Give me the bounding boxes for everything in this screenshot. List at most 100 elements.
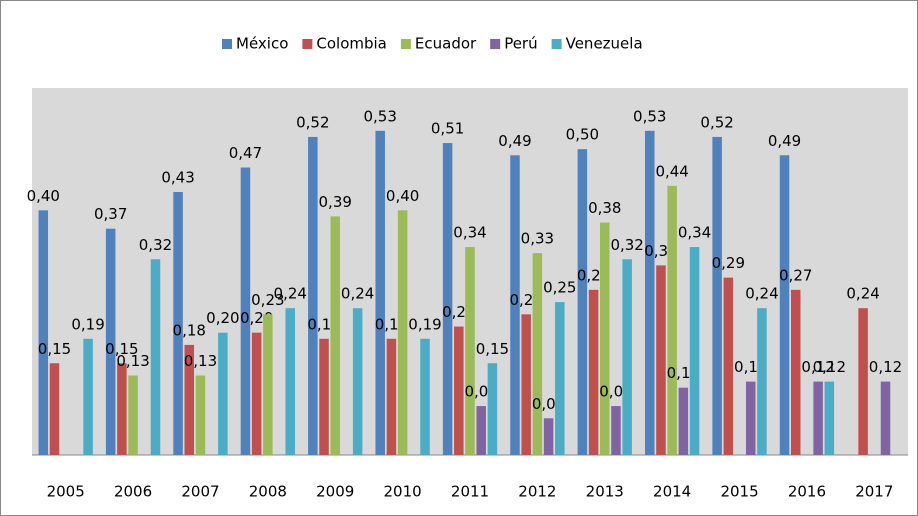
data-label: 0,50 [566, 126, 599, 144]
bar [656, 265, 666, 455]
data-label: 0,40 [27, 187, 60, 205]
bar [723, 277, 734, 455]
data-label: 0,53 [633, 107, 666, 125]
x-tick-label: 2006 [114, 483, 152, 501]
bar [386, 338, 397, 455]
bar [38, 210, 49, 455]
data-label: 0,32 [139, 236, 172, 254]
bar [218, 332, 228, 455]
data-label: 0,27 [779, 266, 812, 284]
bar [397, 210, 408, 455]
data-label: 0,33 [521, 230, 554, 248]
bar [487, 363, 498, 455]
bar [645, 130, 655, 456]
bar [184, 344, 195, 455]
x-tick-label: 2015 [720, 483, 758, 501]
data-label: 0,20 [206, 309, 239, 327]
data-label: 0,24 [846, 285, 879, 303]
bar [330, 216, 340, 455]
bar [49, 363, 60, 455]
bar [128, 375, 138, 455]
data-label: 0,24 [274, 285, 307, 303]
data-label: 0,29 [712, 254, 745, 272]
bar [465, 247, 475, 455]
data-label: 0,19 [408, 315, 441, 333]
bar [263, 314, 273, 455]
data-label: 0,15 [105, 340, 138, 358]
data-label: 0,25 [543, 279, 576, 297]
bar [375, 130, 385, 456]
data-label: 0,44 [655, 162, 688, 180]
bar [543, 418, 554, 455]
data-label: 0,49 [498, 132, 531, 150]
data-label: 0,40 [386, 187, 419, 205]
data-label: 0,12 [801, 358, 834, 376]
data-label: 0,13 [184, 352, 217, 370]
legend-label: Ecuador [415, 35, 477, 53]
bar [251, 332, 262, 455]
legend-swatch [302, 39, 313, 49]
bar [510, 155, 520, 456]
legend-swatch [551, 39, 562, 49]
bar [689, 247, 700, 455]
data-label: 0,18 [173, 321, 206, 339]
bar [150, 259, 161, 455]
bar [532, 253, 543, 455]
legend-swatch [400, 39, 411, 49]
bar [476, 406, 486, 455]
x-tick-label: 2007 [181, 483, 219, 501]
bar [420, 338, 430, 455]
x-tick-label: 2012 [518, 483, 556, 501]
data-label: 0,52 [296, 113, 329, 131]
bar [600, 222, 610, 455]
bar [745, 381, 756, 455]
data-label: 0,51 [431, 120, 464, 138]
data-label: 0,34 [678, 224, 711, 242]
bar [577, 149, 588, 455]
legend-label: Colombia [316, 35, 387, 53]
bar [83, 338, 93, 455]
x-tick-label: 2011 [451, 483, 489, 501]
bar [667, 185, 677, 455]
x-tick-label: 2008 [249, 483, 287, 501]
bar [588, 289, 599, 455]
x-tick-label: 2005 [47, 483, 85, 501]
data-label: 0,24 [341, 285, 374, 303]
legend-label: Venezuela [566, 35, 643, 53]
data-label: 0,52 [700, 113, 733, 131]
bar [622, 259, 632, 455]
data-label: 0,32 [610, 236, 643, 254]
bar [240, 167, 251, 455]
data-label: 0,12 [813, 358, 846, 376]
data-label: 0,34 [453, 224, 486, 242]
x-tick-label: 2009 [316, 483, 354, 501]
data-label: 0,15 [476, 340, 509, 358]
bar [813, 381, 823, 455]
bar [858, 308, 868, 455]
x-tick-label: 2017 [855, 483, 893, 501]
data-label: 0,47 [229, 144, 262, 162]
bar [611, 406, 621, 455]
bar [678, 387, 689, 455]
bar [308, 136, 318, 455]
data-label: 0,49 [768, 132, 801, 150]
legend-label: Perú [504, 35, 537, 53]
bar [521, 314, 531, 455]
bar [712, 136, 722, 455]
bar [442, 143, 453, 456]
x-tick-label: 2013 [586, 483, 624, 501]
data-label: 0,24 [745, 285, 778, 303]
data-label: 0,39 [319, 193, 352, 211]
data-label: 0,43 [161, 168, 194, 186]
x-tick-label: 2016 [788, 483, 826, 501]
data-label: 0,12 [869, 358, 902, 376]
data-label: 0,37 [94, 205, 127, 223]
legend-swatch [490, 39, 501, 49]
bar [352, 308, 363, 455]
bar [779, 155, 790, 456]
legend-swatch [222, 39, 232, 49]
bar [117, 363, 127, 455]
data-label: 0,13 [116, 352, 149, 370]
bar [454, 326, 464, 455]
